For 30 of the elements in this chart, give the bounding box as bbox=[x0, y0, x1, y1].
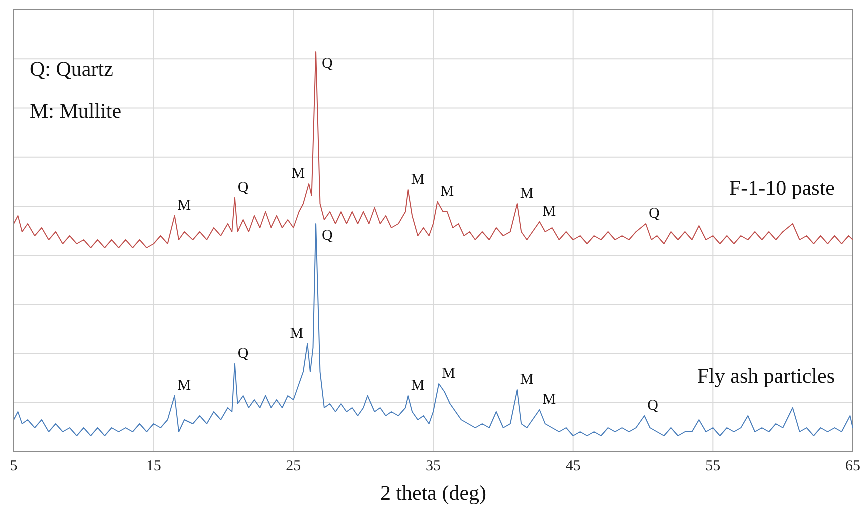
annotation: M: Mullite bbox=[30, 99, 122, 123]
annotation: M bbox=[542, 392, 556, 408]
x-tick-label: 55 bbox=[706, 458, 721, 475]
series-label: Fly ash particles bbox=[697, 364, 835, 388]
annotation: M bbox=[290, 326, 304, 342]
annotation: M bbox=[292, 166, 306, 182]
x-tick-label: 45 bbox=[566, 458, 581, 475]
annotation: M bbox=[411, 378, 425, 394]
x-tick-label: 25 bbox=[286, 458, 302, 475]
annotation: M bbox=[442, 366, 456, 382]
x-tick-label: 5 bbox=[10, 458, 18, 475]
annotation: Q bbox=[648, 398, 659, 414]
annotation: M bbox=[542, 204, 556, 220]
annotation: Q bbox=[322, 56, 334, 72]
annotation: M bbox=[520, 372, 534, 388]
series-label: F-1-10 paste bbox=[729, 176, 835, 200]
x-axis-title: 2 theta (deg) bbox=[380, 481, 487, 505]
annotation: M bbox=[178, 378, 192, 394]
annotation: Q: Quartz bbox=[30, 57, 114, 81]
annotation: M bbox=[178, 198, 192, 214]
annotation: M bbox=[411, 172, 425, 188]
annotation: M bbox=[520, 186, 534, 202]
x-tick-label: 65 bbox=[846, 458, 860, 475]
annotation: Q bbox=[238, 180, 249, 196]
x-tick-label: 15 bbox=[146, 458, 162, 475]
annotation: Q bbox=[649, 206, 660, 222]
annotation: Q bbox=[238, 346, 249, 362]
annotation: Q bbox=[322, 228, 334, 244]
annotation: M bbox=[440, 184, 454, 200]
x-tick-label: 35 bbox=[426, 458, 441, 475]
